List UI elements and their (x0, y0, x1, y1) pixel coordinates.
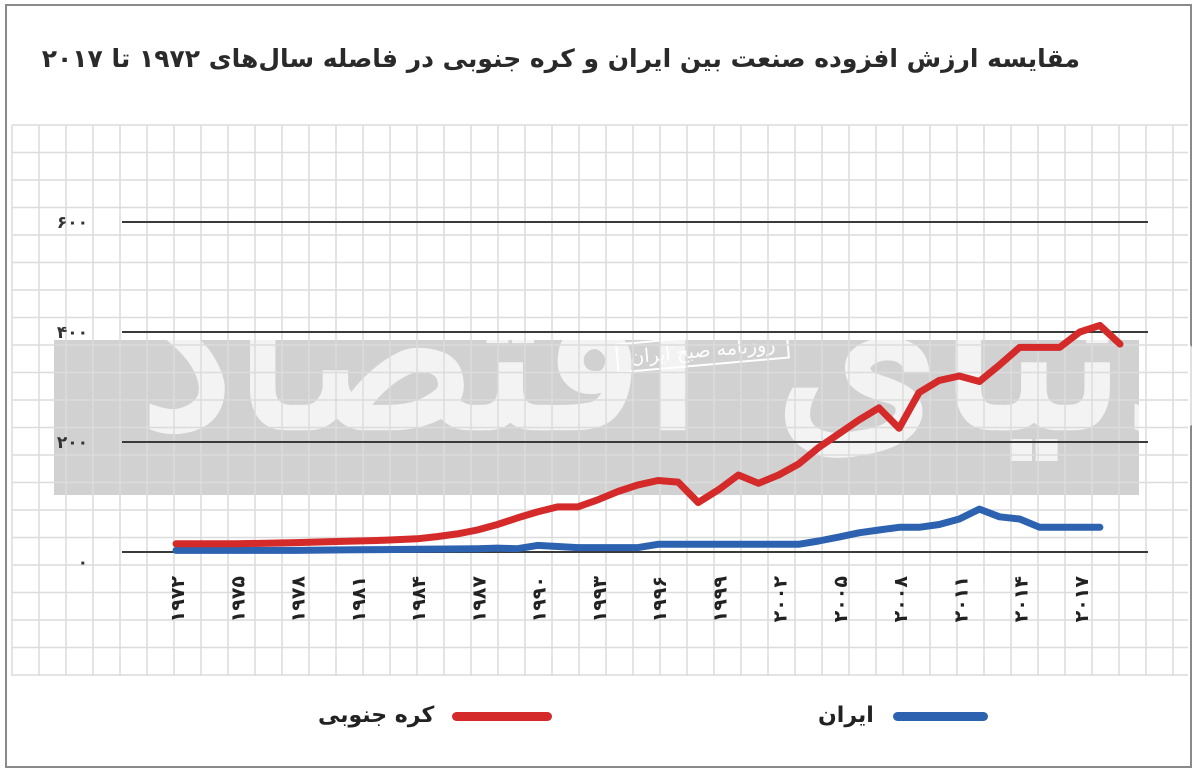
chart-title: مقایسه ارزش افزوده صنعت بین ایران و کره … (41, 44, 1080, 73)
x-tick-label: ۲۰۰۲ (770, 576, 792, 623)
legend-label-korea: کره جنوبی (318, 703, 435, 728)
series-line (172, 321, 1124, 548)
x-tick-label: ۲۰۱۴ (1011, 576, 1033, 622)
y-tick-label: ۲۰۰ (57, 433, 88, 453)
legend-label-iran: ایران (818, 703, 874, 728)
x-tick-label: ۱۹۸۱ (348, 576, 370, 622)
x-tick-label: ۲۰۰۸ (890, 576, 912, 623)
legend-swatch-iran (893, 712, 988, 721)
y-tick-label: ۶۰۰ (57, 213, 88, 233)
minor-grid (11, 124, 1188, 676)
legend-swatch-korea (452, 712, 552, 721)
x-tick-label: ۱۹۹۶ (649, 576, 671, 622)
x-axis-labels: ۱۹۷۲ ۱۹۷۵ ۱۹۷۸ ۱۹۸۱ ۱۹۸۴ ۱۹۸۷ ۱۹۹۰ ۱۹۹۳ ۱۹۹۶ ۱۹۹۹… (167, 576, 1093, 623)
y-tick-label: ۰ (78, 553, 88, 573)
watermark-band (54, 340, 1139, 495)
x-tick-label: ۱۹۸۷ (468, 576, 490, 623)
x-tick-label: ۱۹۷۵ (227, 576, 249, 623)
x-tick-label: ۱۹۷۸ (288, 576, 310, 623)
y-axis-labels: ۰ ۲۰۰ ۴۰۰ ۶۰۰ (57, 213, 88, 573)
x-tick-label: ۲۰۰۵ (830, 576, 852, 623)
series-lines (172, 321, 1124, 554)
series-line (172, 505, 1104, 554)
y-tick-label: ۴۰۰ (57, 323, 88, 343)
x-tick-label: ۱۹۹۹ (709, 576, 731, 623)
x-tick-label: ۱۹۸۴ (408, 576, 430, 622)
x-tick-label: ۱۹۷۲ (167, 576, 189, 623)
major-grid (122, 221, 1148, 553)
x-tick-label: ۱۹۹۰ (529, 576, 551, 622)
x-tick-label: ۲۰۱۱ (950, 576, 972, 622)
x-tick-label: ۲۰۱۷ (1071, 576, 1093, 623)
x-tick-label: ۱۹۹۳ (589, 576, 611, 623)
watermark-logo: دنیای اقتصاد (140, 230, 1200, 477)
